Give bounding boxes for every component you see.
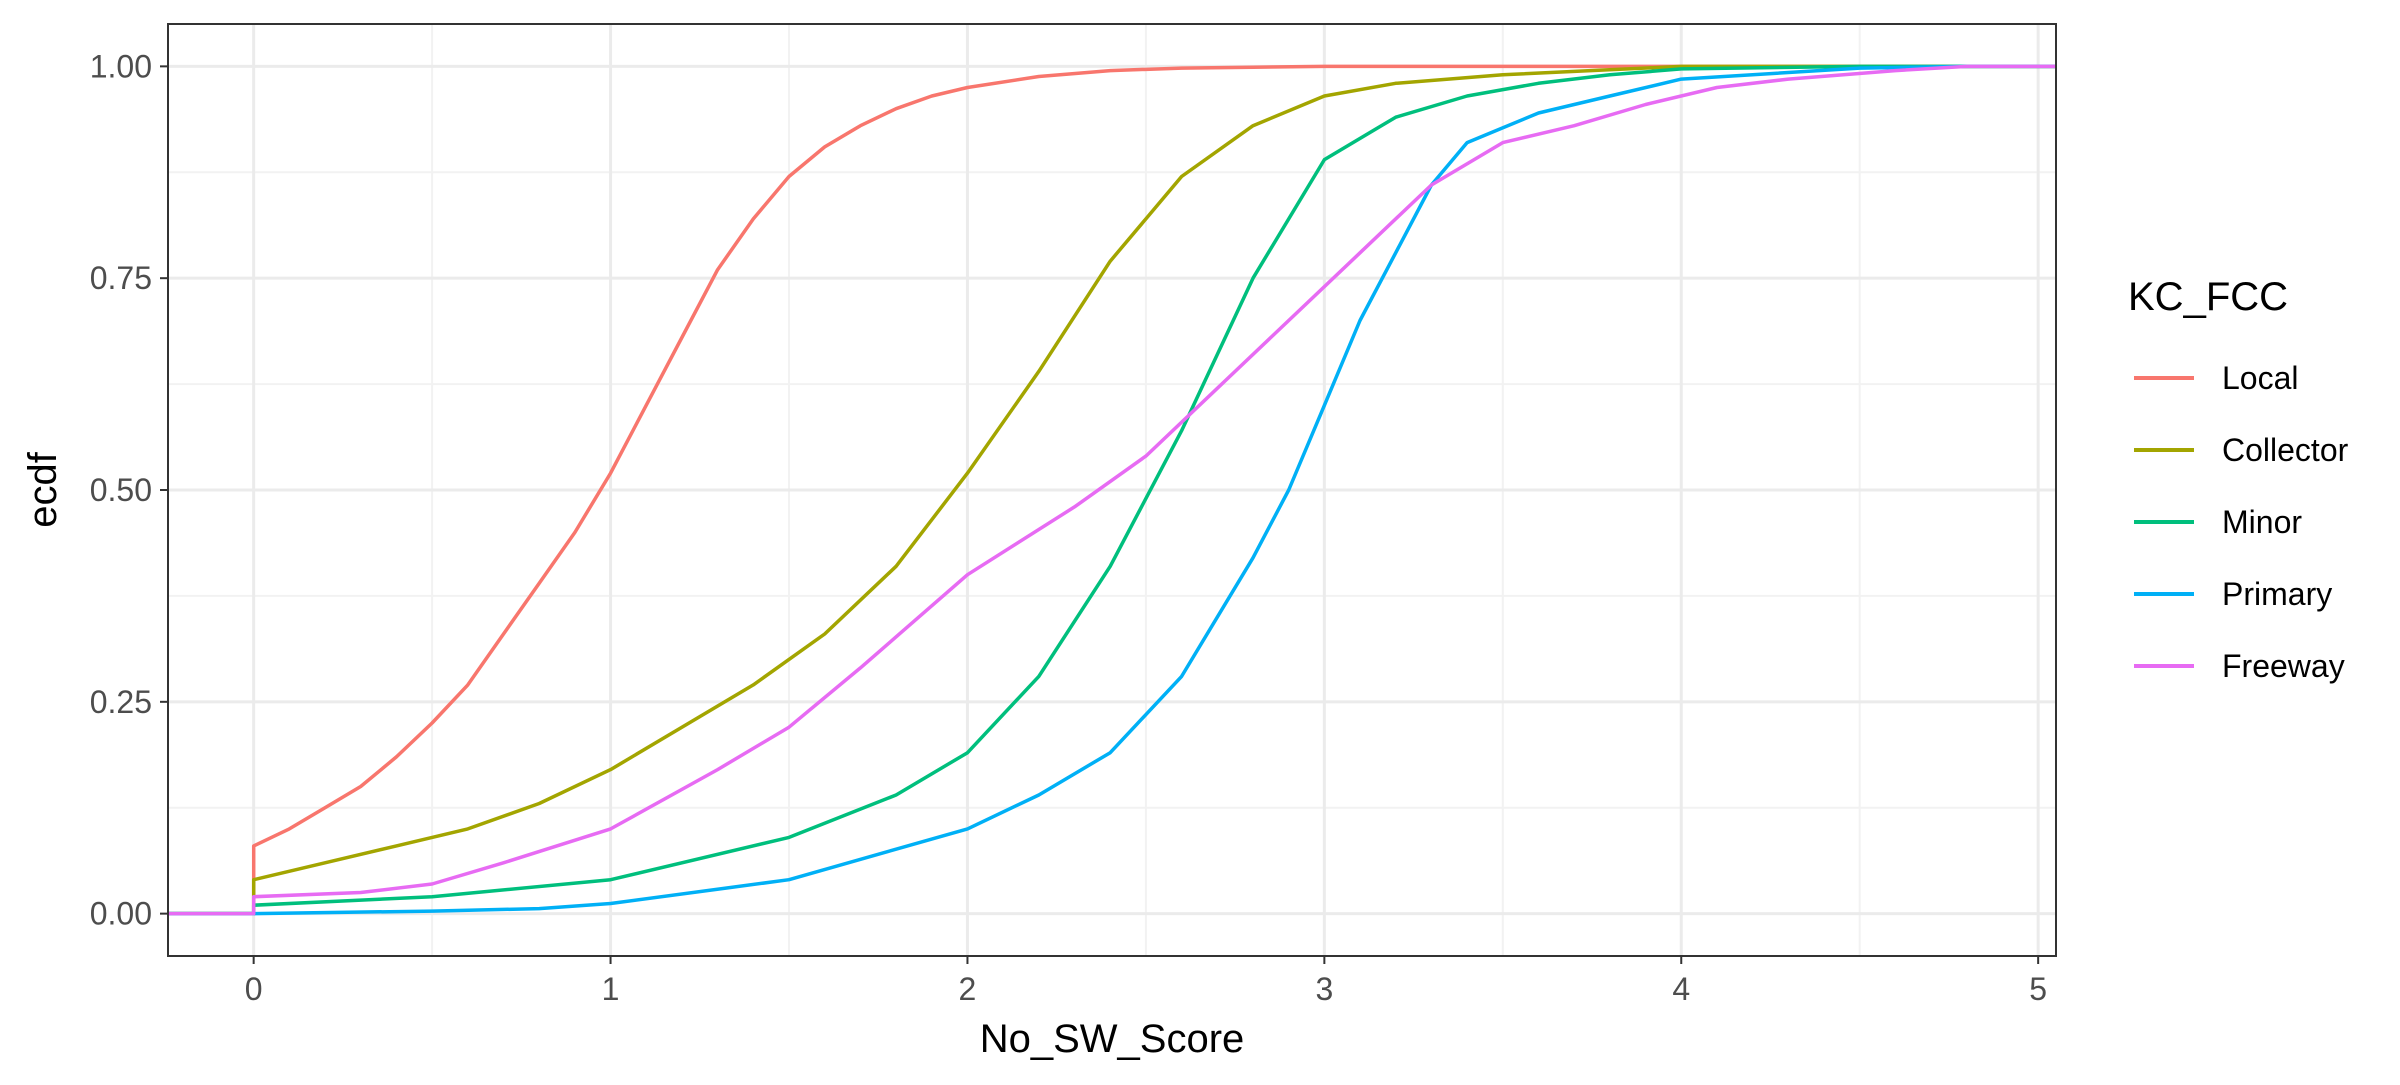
x-tick-label: 4: [1672, 971, 1690, 1007]
legend-label-local: Local: [2222, 360, 2299, 396]
legend-title: KC_FCC: [2128, 275, 2288, 319]
legend-label-primary: Primary: [2222, 576, 2332, 612]
series-line-collector: [168, 64, 2056, 916]
y-tick-label: 1.00: [90, 48, 152, 84]
legend: KC_FCC Local Collector Minor Primary Freeway: [2128, 275, 2349, 684]
y-tick-label: 0.00: [90, 896, 152, 932]
legend-label-freeway: Freeway: [2222, 648, 2345, 684]
x-tick-label: 2: [959, 971, 977, 1007]
y-tick-label: 0.25: [90, 684, 152, 720]
y-tick-label: 0.50: [90, 472, 152, 508]
x-tick-label: 1: [602, 971, 620, 1007]
series-line-local: [168, 64, 2056, 916]
grid-layer: [168, 24, 2056, 956]
series-line-freeway: [168, 64, 2056, 916]
legend-label-collector: Collector: [2222, 432, 2349, 468]
series-layer: [168, 64, 2056, 916]
axis-layer: 0 1 2 3 4 5 0.00 0.25 0.50 0.75 1.00: [90, 48, 2047, 1007]
x-tick-label: 3: [1315, 971, 1333, 1007]
legend-label-minor: Minor: [2222, 504, 2302, 540]
x-tick-label: 0: [245, 971, 263, 1007]
y-axis-title: ecdf: [21, 451, 65, 527]
y-tick-label: 0.75: [90, 260, 152, 296]
series-line-primary: [168, 64, 2056, 916]
series-line-minor: [168, 64, 2056, 916]
x-axis-title: No_SW_Score: [980, 1017, 1245, 1061]
x-tick-label: 5: [2029, 971, 2047, 1007]
